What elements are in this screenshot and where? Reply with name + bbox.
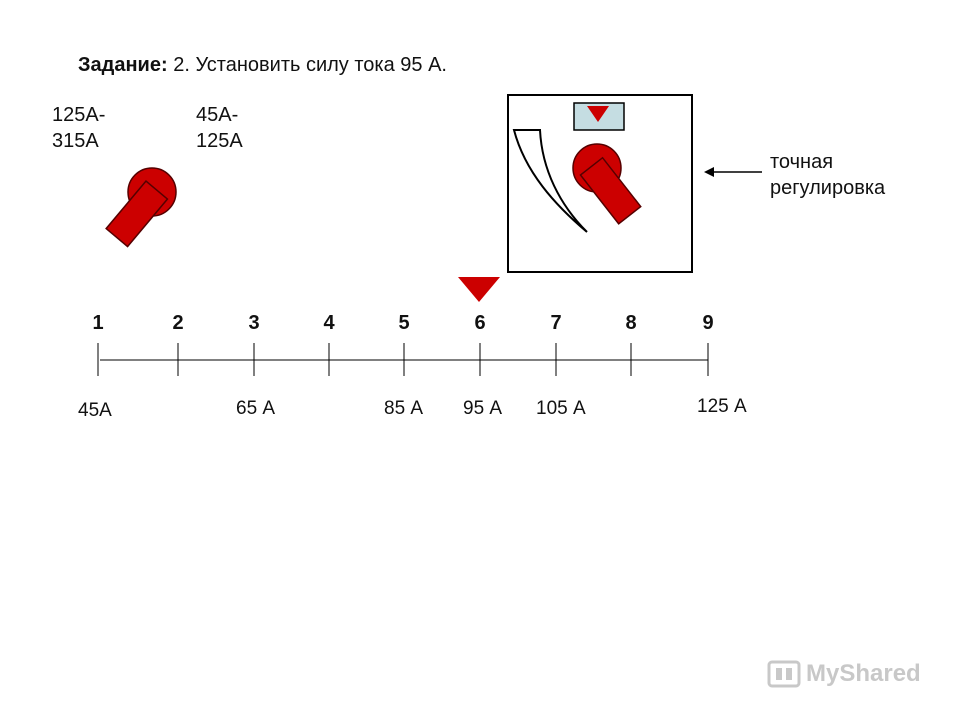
mysh-icon xyxy=(767,660,801,688)
current-label-pos-6: 95 А xyxy=(463,398,503,419)
watermark-text: MyShared xyxy=(806,660,921,687)
scale-position-9: 9 xyxy=(702,312,714,334)
fine-scale-arc xyxy=(512,129,588,233)
scale-position-4: 4 xyxy=(323,312,335,334)
current-label-pos-5: 85 А xyxy=(384,398,424,419)
scale-position-7: 7 xyxy=(550,312,562,334)
fine-adjust-panel xyxy=(507,94,693,273)
scale-position-5: 5 xyxy=(398,312,410,334)
scale-position-2: 2 xyxy=(172,312,184,334)
range-label-left: 125А- 315А xyxy=(52,104,106,152)
task-text: 2. Установить силу тока 95 А. xyxy=(173,54,447,76)
fine-adjust-label: точная регулировка xyxy=(770,151,886,199)
current-label-pos-3: 65 А xyxy=(236,398,276,419)
scale-position-3: 3 xyxy=(248,312,260,334)
scale-position-8: 8 xyxy=(625,312,637,334)
scale-position-6: 6 xyxy=(474,312,486,334)
scale-pointer xyxy=(458,277,500,302)
scale-position-1: 1 xyxy=(92,312,104,334)
range-label-right: 45А- 125А xyxy=(196,104,243,152)
current-label-pos-9: 125 А xyxy=(697,396,747,417)
watermark: MyShared xyxy=(766,658,921,697)
task-prefix: Задание: xyxy=(78,54,168,76)
fine-adjust-arrow xyxy=(704,167,762,177)
current-label-pos-7: 105 А xyxy=(536,398,586,419)
current-label-pos-1: 45А xyxy=(78,400,112,421)
task-heading: Задание: 2. Установить силу тока 95 А. xyxy=(78,52,447,78)
fine-adjust-knob[interactable] xyxy=(572,143,642,225)
indicator-pointer xyxy=(587,106,609,122)
range-switch-knob[interactable] xyxy=(105,167,177,248)
